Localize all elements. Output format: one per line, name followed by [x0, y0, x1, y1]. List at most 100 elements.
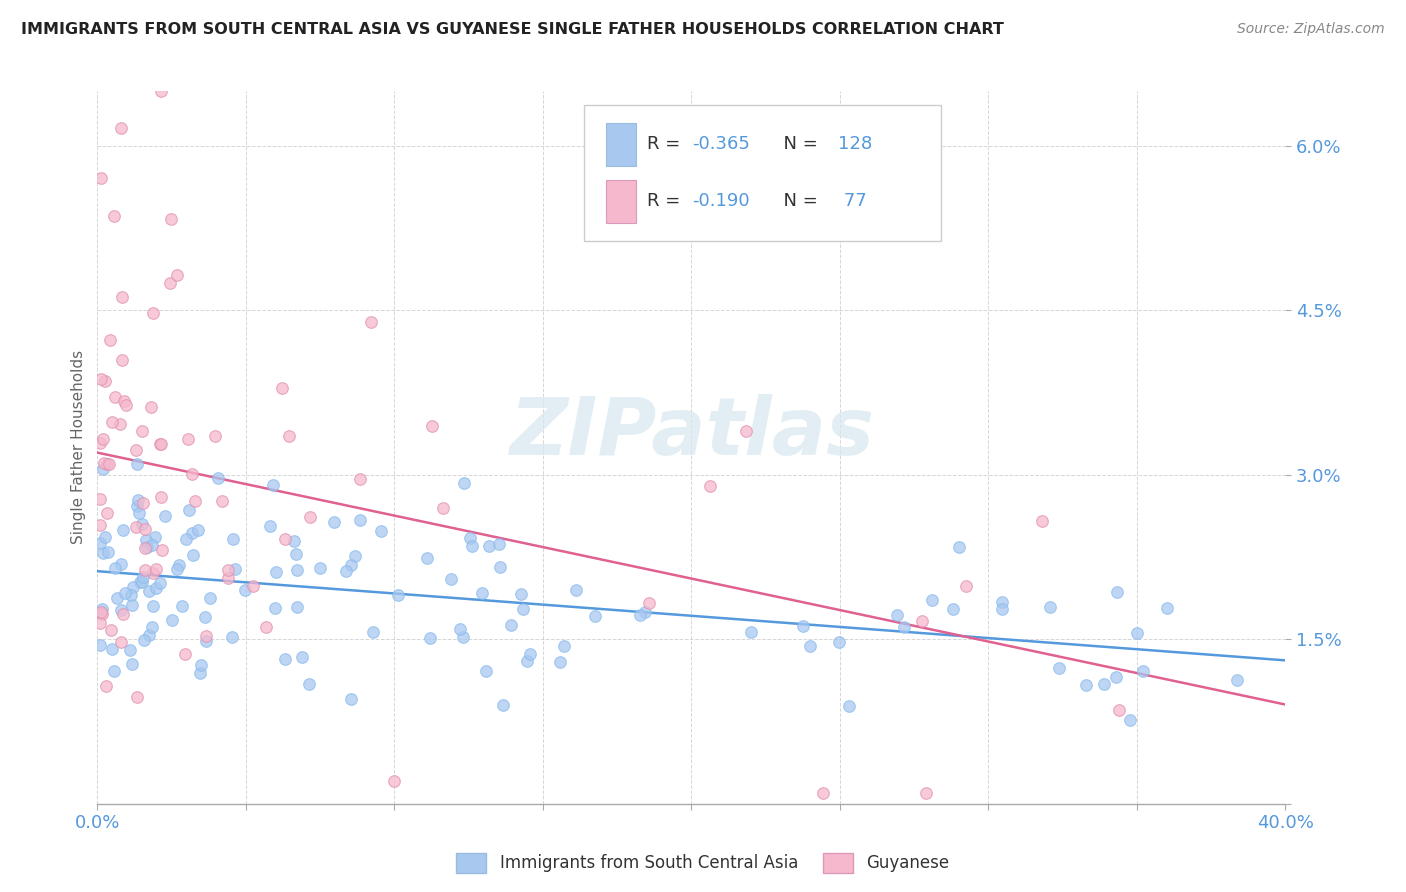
Point — [136, 540, 159, 554]
Point — [152, 543, 174, 558]
Point — [921, 593, 943, 607]
Point — [135, 533, 157, 547]
Point — [1047, 661, 1070, 675]
Point — [792, 618, 814, 632]
Point — [740, 625, 762, 640]
Point — [335, 564, 357, 578]
Point — [512, 602, 534, 616]
Point — [432, 500, 454, 515]
Point — [150, 491, 173, 505]
Point — [127, 493, 149, 508]
Point — [285, 600, 308, 615]
Point — [149, 437, 172, 451]
Point — [349, 472, 371, 486]
Point — [291, 649, 314, 664]
Point — [96, 506, 118, 520]
Point — [93, 456, 115, 470]
Point — [264, 600, 287, 615]
Point — [440, 572, 463, 586]
Point — [382, 774, 405, 789]
Point — [811, 786, 834, 800]
Point — [98, 457, 121, 471]
Point — [190, 665, 212, 680]
Point — [134, 521, 156, 535]
Point — [132, 496, 155, 510]
Point — [256, 619, 278, 633]
Point — [449, 622, 471, 636]
Point — [955, 579, 977, 593]
Point — [98, 333, 121, 347]
Y-axis label: Single Father Households: Single Father Households — [72, 351, 86, 544]
Point — [699, 479, 721, 493]
Point — [145, 581, 167, 595]
Point — [419, 631, 441, 645]
Point — [1092, 677, 1115, 691]
Point — [420, 418, 443, 433]
Bar — [606, 180, 636, 223]
Point — [519, 647, 541, 661]
Text: -0.365: -0.365 — [693, 136, 751, 153]
Point — [262, 477, 284, 491]
Point — [131, 424, 153, 438]
Point — [217, 563, 239, 577]
Point — [89, 436, 111, 450]
Point — [118, 643, 141, 657]
Point — [1132, 664, 1154, 678]
Point — [451, 631, 474, 645]
Point — [111, 607, 134, 622]
Point — [110, 635, 132, 649]
Point — [221, 630, 243, 644]
Point — [91, 546, 114, 560]
Point — [361, 625, 384, 640]
Point — [121, 598, 143, 612]
Point — [160, 614, 183, 628]
Point — [94, 374, 117, 388]
Point — [170, 599, 193, 613]
Point — [141, 538, 163, 552]
Point — [1119, 714, 1142, 728]
Point — [323, 515, 346, 529]
Point — [1226, 673, 1249, 688]
Point — [309, 560, 332, 574]
Point — [129, 575, 152, 590]
Point — [177, 432, 200, 446]
Point — [565, 583, 588, 598]
Point — [1031, 514, 1053, 528]
Point — [274, 532, 297, 546]
Point — [97, 545, 120, 559]
Point — [96, 457, 118, 471]
Point — [553, 640, 575, 654]
Text: R =: R = — [648, 193, 686, 211]
Point — [110, 120, 132, 135]
Point — [173, 647, 195, 661]
Point — [132, 570, 155, 584]
Point — [274, 652, 297, 666]
Point — [134, 562, 156, 576]
Point — [141, 599, 163, 613]
Point — [166, 562, 188, 576]
Point — [195, 633, 218, 648]
Point — [299, 509, 322, 524]
Point — [101, 415, 124, 429]
Point — [112, 394, 135, 409]
Point — [1039, 600, 1062, 615]
Point — [125, 500, 148, 514]
Point — [217, 572, 239, 586]
Point — [501, 618, 523, 632]
Text: Source: ZipAtlas.com: Source: ZipAtlas.com — [1237, 22, 1385, 37]
Point — [343, 549, 366, 563]
Point — [100, 624, 122, 638]
Point — [134, 541, 156, 556]
Point — [155, 508, 177, 523]
Text: R =: R = — [648, 136, 686, 153]
Point — [492, 698, 515, 712]
Point — [283, 533, 305, 548]
Point — [583, 608, 606, 623]
Point — [90, 171, 112, 186]
Point — [114, 398, 136, 412]
Point — [264, 565, 287, 579]
Point — [550, 656, 572, 670]
Point — [134, 633, 156, 648]
Point — [242, 579, 264, 593]
Point — [187, 523, 209, 537]
